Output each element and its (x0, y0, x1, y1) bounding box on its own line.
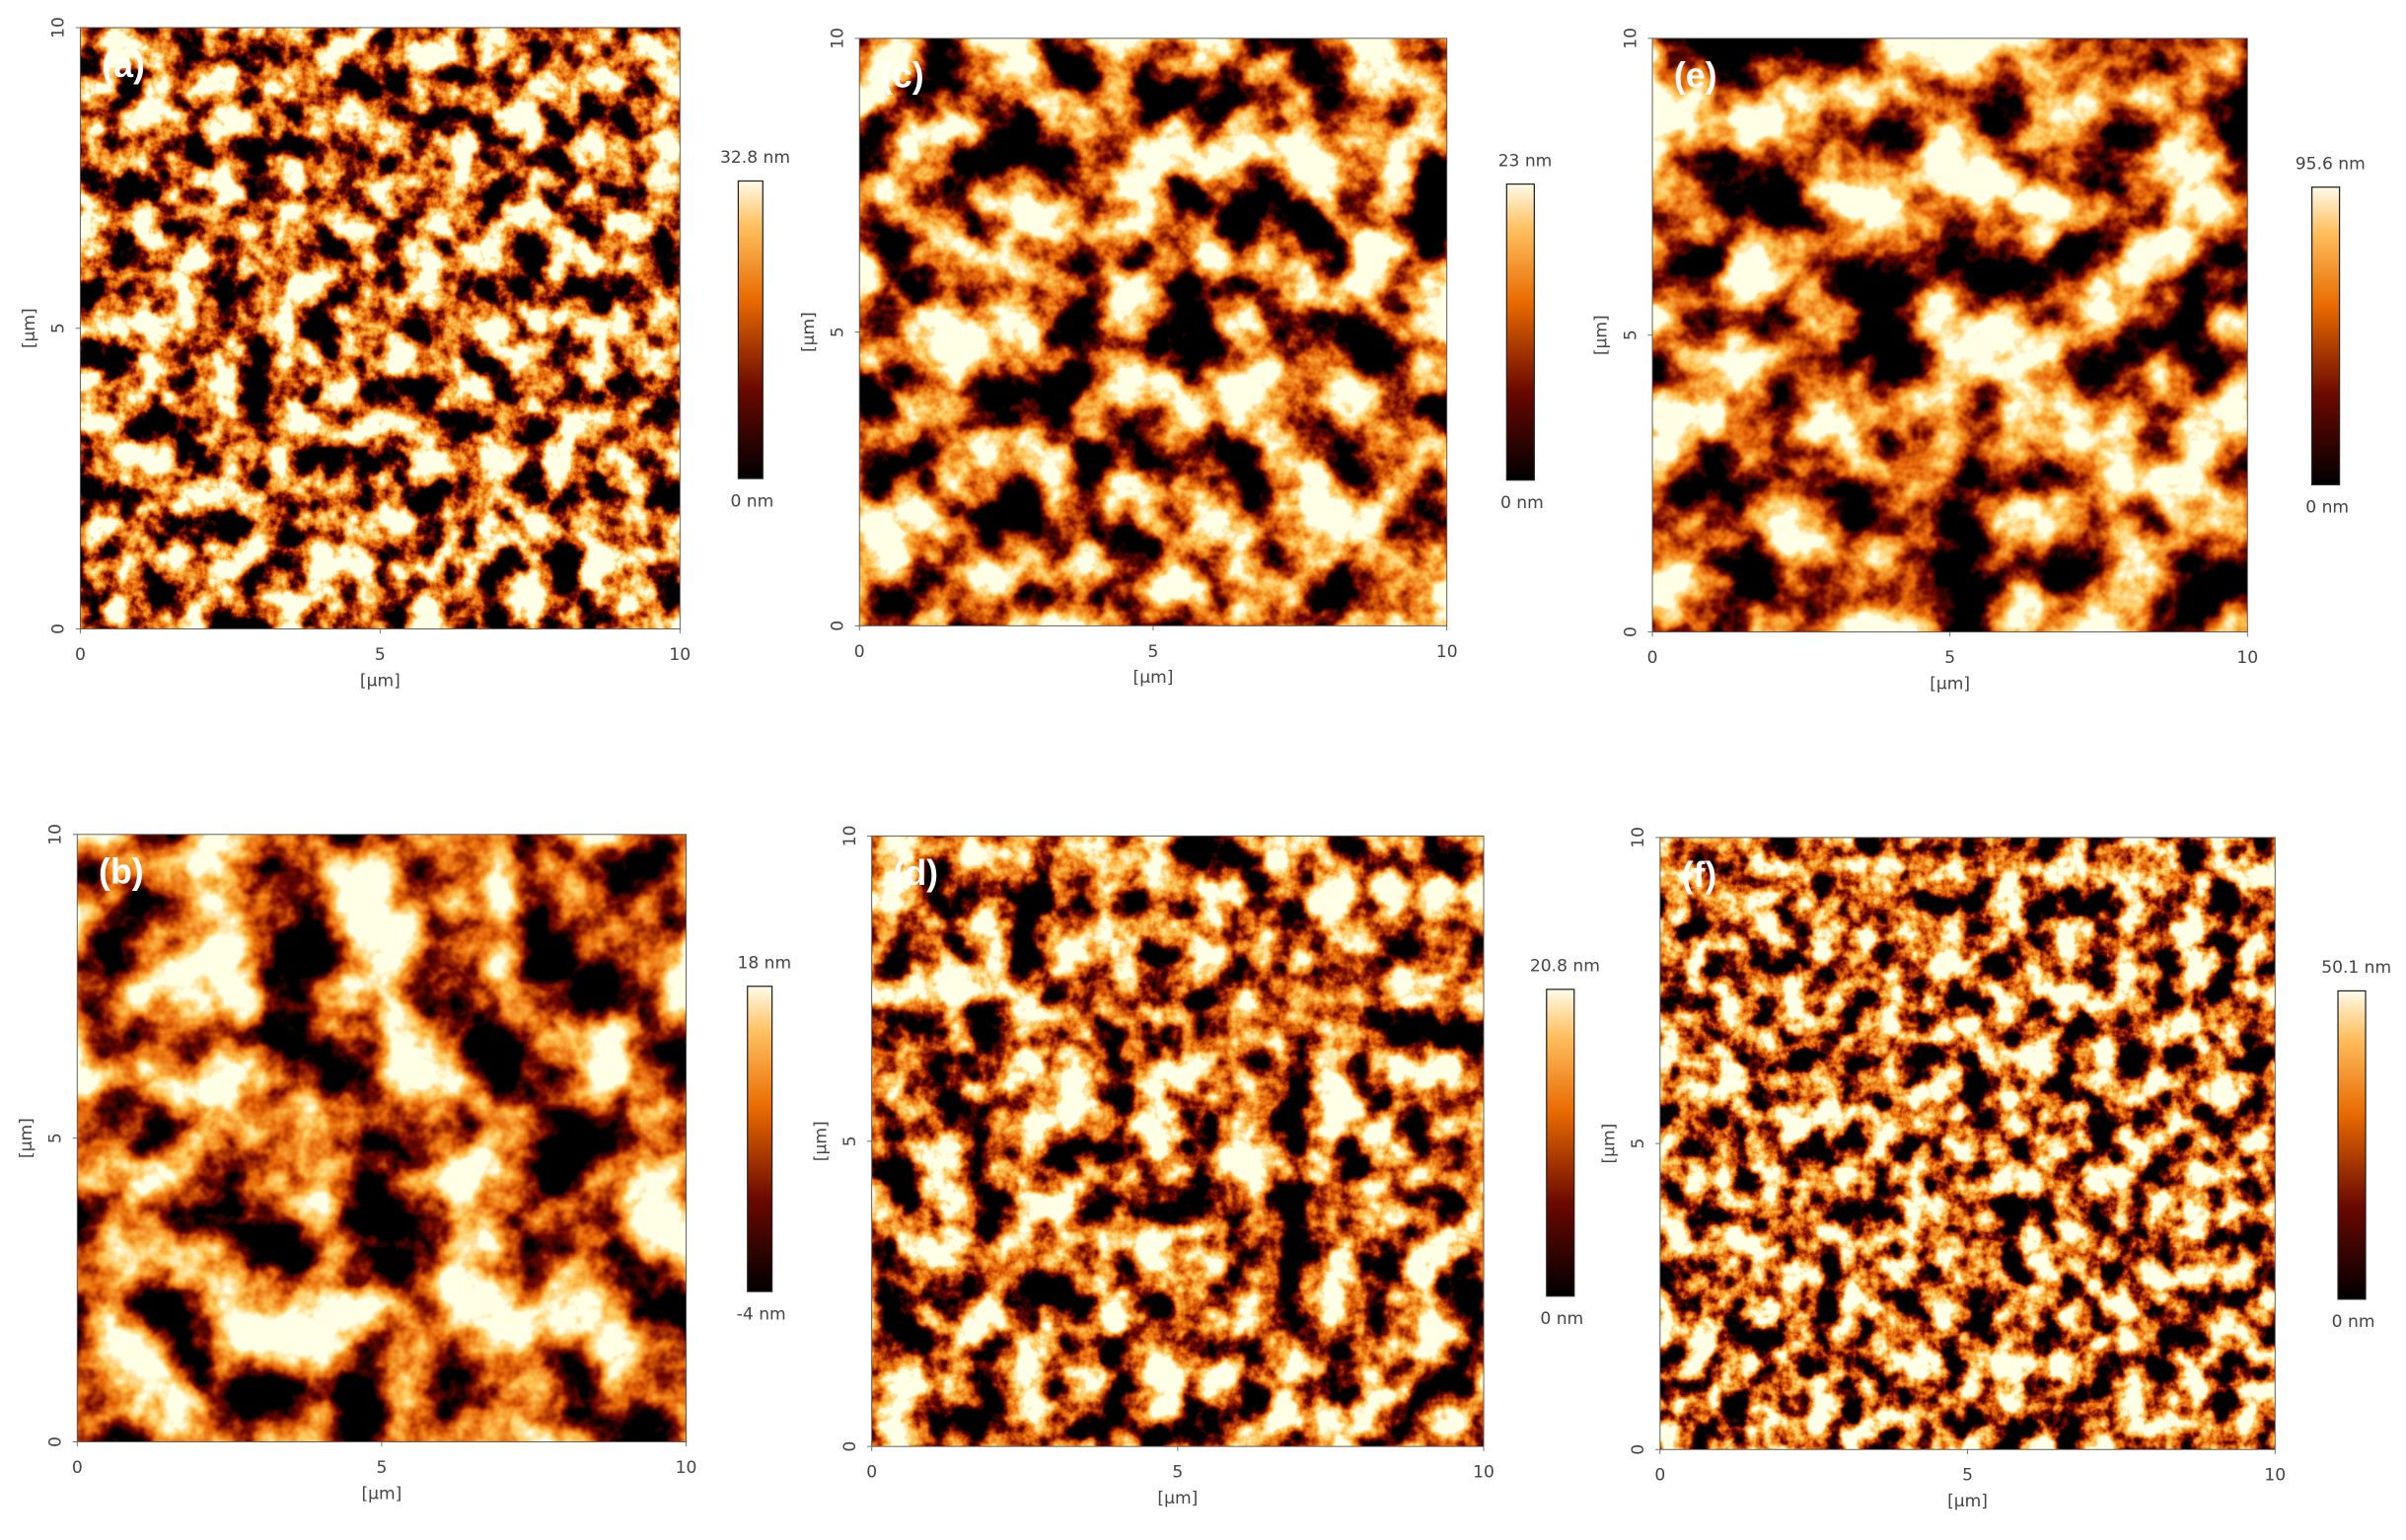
colorbar-min: 0 nm (730, 491, 773, 511)
colorbar-min: 0 nm (2305, 498, 2349, 518)
afm-panel: (b) 0 5 10 0 5 10 [µm] [µm] 18 nm -4 nm (17, 824, 791, 1503)
colorbar (2337, 990, 2367, 1300)
afm-panel: (a) 0 5 10 0 5 10 [µm] [µm] 32.8 nm 0 nm (20, 17, 790, 691)
colorbar (2310, 186, 2341, 485)
x-axis-label: [µm] (361, 1484, 401, 1503)
x-tick-label: 5 (375, 645, 386, 665)
y-axis-label: [µm] (1600, 1124, 1620, 1164)
x-tick-label: 10 (676, 1458, 697, 1478)
panel-label: (e) (1674, 56, 1717, 96)
colorbar (737, 180, 764, 479)
x-axis-label: [µm] (1947, 1492, 1988, 1511)
y-tick-label: 0 (828, 621, 847, 631)
y-tick-label: 10 (49, 17, 69, 38)
panel-label: (c) (881, 56, 924, 96)
afm-image (80, 27, 681, 629)
x-axis-label: [µm] (1930, 674, 1970, 694)
colorbar-min: 0 nm (1500, 493, 1544, 513)
y-tick-label: 5 (840, 1136, 860, 1146)
y-tick-label: 10 (828, 28, 847, 49)
x-tick-label: 10 (2264, 1466, 2286, 1486)
afm-image (859, 37, 1447, 626)
x-tick-label: 0 (72, 1458, 83, 1478)
afm-panel: (e) 0 5 10 0 5 10 [µm] [µm] 95.6 nm 0 nm (1592, 28, 2366, 694)
colorbar (747, 986, 773, 1292)
colorbar-min: 0 nm (2332, 1312, 2375, 1332)
afm-panel: (c) 0 5 10 0 5 10 [µm] [µm] 23 nm 0 nm (799, 28, 1552, 688)
x-tick-label: 10 (669, 645, 691, 665)
afm-image (77, 834, 687, 1442)
x-axis-label: [µm] (360, 671, 401, 691)
x-tick-label: 0 (854, 642, 865, 662)
panel-label: (f) (1682, 855, 1717, 895)
panel-label: (d) (893, 853, 938, 893)
x-axis-label: [µm] (1133, 668, 1174, 688)
colorbar-min: 0 nm (1540, 1309, 1583, 1329)
x-tick-label: 0 (866, 1463, 877, 1483)
colorbar (1505, 183, 1535, 481)
y-axis-label: [µm] (811, 1121, 831, 1161)
colorbar-max: 20.8 nm (1530, 957, 1600, 977)
x-tick-label: 5 (1148, 642, 1159, 662)
y-tick-label: 0 (49, 623, 69, 634)
y-axis-label: [µm] (1592, 315, 1612, 355)
x-tick-label: 10 (2236, 648, 2258, 668)
y-axis-label: [µm] (20, 308, 39, 348)
y-tick-label: 10 (840, 825, 860, 846)
y-tick-label: 5 (828, 327, 847, 337)
y-tick-label: 5 (1629, 1138, 1648, 1149)
colorbar-max: 18 nm (737, 953, 791, 973)
x-tick-label: 10 (1436, 642, 1458, 662)
y-tick-label: 10 (1621, 28, 1640, 49)
y-tick-label: 0 (1629, 1444, 1648, 1455)
x-tick-label: 5 (1962, 1466, 1973, 1486)
y-tick-label: 5 (1621, 330, 1640, 340)
afm-panel: (f) 0 5 10 0 5 10 [µm] [µm] 50.1 nm 0 nm (1600, 827, 2392, 1511)
y-tick-label: 5 (46, 1133, 66, 1143)
colorbar-max: 95.6 nm (2296, 154, 2366, 174)
x-tick-label: 0 (1654, 1466, 1665, 1486)
x-tick-label: 5 (1944, 648, 1955, 668)
colorbar-max: 32.8 nm (720, 148, 790, 168)
y-tick-label: 10 (1629, 827, 1648, 848)
colorbar-max: 50.1 nm (2321, 958, 2391, 978)
x-tick-label: 0 (1647, 648, 1658, 668)
panel-label: (a) (102, 45, 145, 85)
afm-panel: (d) 0 5 10 0 5 10 [µm] [µm] 20.8 nm 0 nm (811, 825, 1600, 1508)
colorbar (1546, 989, 1575, 1297)
y-tick-label: 0 (840, 1441, 860, 1452)
y-tick-label: 0 (46, 1436, 66, 1447)
y-tick-label: 5 (49, 323, 69, 333)
colorbar-max: 23 nm (1498, 151, 1553, 171)
afm-image (871, 836, 1485, 1447)
x-tick-label: 10 (1473, 1463, 1495, 1483)
x-tick-label: 5 (376, 1458, 387, 1478)
x-axis-label: [µm] (1157, 1489, 1198, 1508)
x-tick-label: 5 (1172, 1463, 1183, 1483)
y-tick-label: 0 (1621, 626, 1640, 637)
afm-image (1659, 837, 2276, 1450)
y-tick-label: 10 (46, 824, 66, 845)
panel-label: (b) (99, 852, 144, 892)
y-axis-label: [µm] (17, 1118, 36, 1158)
y-axis-label: [µm] (799, 312, 819, 352)
x-tick-label: 0 (75, 645, 86, 665)
afm-image (1652, 37, 2248, 632)
colorbar-min: -4 nm (737, 1304, 786, 1324)
